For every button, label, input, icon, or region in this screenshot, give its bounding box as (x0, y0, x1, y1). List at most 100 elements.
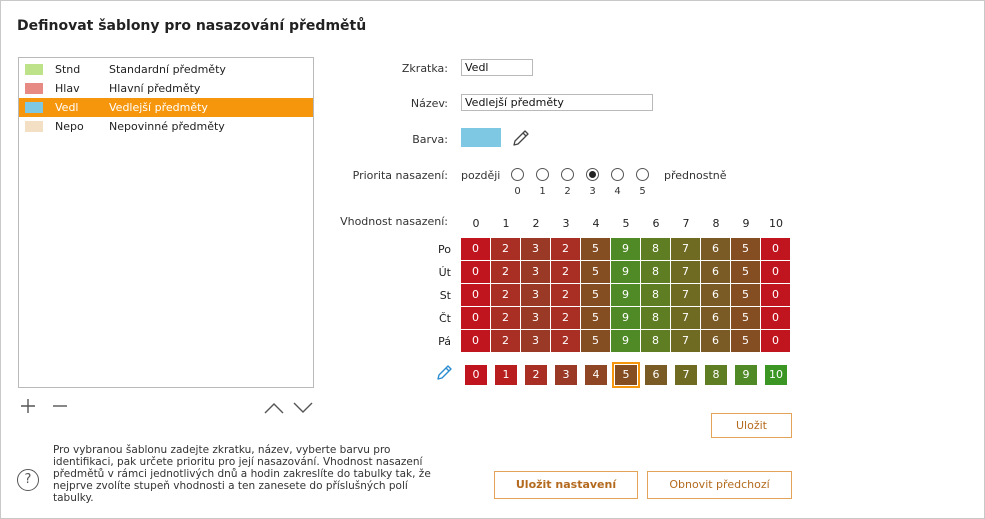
palette-swatch[interactable]: 6 (645, 365, 667, 385)
palette-swatch[interactable]: 3 (555, 365, 577, 385)
grid-cell[interactable]: 2 (551, 330, 581, 353)
grid-cell[interactable]: 8 (641, 307, 671, 330)
grid-cell[interactable]: 2 (551, 261, 581, 284)
hour-header: 7 (682, 217, 690, 230)
template-abbr: Vedl (55, 101, 79, 114)
palette-swatch[interactable]: 9 (735, 365, 757, 385)
grid-cell[interactable]: 0 (461, 330, 491, 353)
priority-option-label: 4 (614, 186, 621, 197)
grid-cell[interactable]: 7 (671, 330, 701, 353)
grid-cell[interactable]: 9 (611, 284, 641, 307)
grid-cell[interactable]: 6 (701, 284, 731, 307)
template-row-hlav[interactable]: Hlav Hlavní předměty (19, 79, 313, 98)
priority-radio-1[interactable] (536, 168, 549, 181)
grid-cell[interactable]: 2 (491, 238, 521, 261)
restore-previous-button[interactable]: Obnovit předchozí (647, 471, 792, 499)
palette-swatch[interactable]: 7 (675, 365, 697, 385)
template-color-swatch (25, 121, 43, 132)
grid-cell[interactable]: 8 (641, 330, 671, 353)
grid-cell[interactable]: 3 (521, 284, 551, 307)
palette-swatch[interactable]: 1 (495, 365, 517, 385)
grid-cell[interactable]: 9 (611, 238, 641, 261)
hour-header: 4 (592, 217, 600, 230)
save-settings-button[interactable]: Uložit nastavení (494, 471, 638, 499)
priority-radio-5[interactable] (636, 168, 649, 181)
grid-cell[interactable]: 6 (701, 307, 731, 330)
grid-cell[interactable]: 2 (491, 330, 521, 353)
grid-cell[interactable]: 5 (581, 330, 611, 353)
save-button[interactable]: Uložit (711, 413, 792, 438)
eyedropper-icon[interactable] (511, 128, 531, 152)
pencil-icon[interactable] (435, 364, 453, 386)
priority-radio-2[interactable] (561, 168, 574, 181)
plus-icon[interactable] (20, 397, 36, 417)
grid-cell[interactable]: 0 (761, 238, 791, 261)
grid-cell[interactable]: 5 (581, 238, 611, 261)
grid-cell[interactable]: 2 (551, 284, 581, 307)
grid-cell[interactable]: 5 (581, 307, 611, 330)
palette-swatch[interactable]: 10 (765, 365, 787, 385)
grid-cell[interactable]: 0 (761, 284, 791, 307)
palette-swatch[interactable]: 8 (705, 365, 727, 385)
palette-swatch[interactable]: 4 (585, 365, 607, 385)
grid-cell[interactable]: 5 (731, 330, 761, 353)
grid-cell[interactable]: 9 (611, 330, 641, 353)
grid-cell[interactable]: 8 (641, 261, 671, 284)
template-color-swatch (25, 102, 43, 113)
grid-cell[interactable]: 2 (491, 261, 521, 284)
priority-radio-3[interactable] (586, 168, 599, 181)
template-list[interactable]: Stnd Standardní předměty Hlav Hlavní pře… (18, 57, 314, 388)
grid-cell[interactable]: 2 (551, 307, 581, 330)
chevron-up-icon[interactable] (264, 398, 284, 418)
grid-cell[interactable]: 8 (641, 284, 671, 307)
grid-cell[interactable]: 5 (731, 238, 761, 261)
grid-cell[interactable]: 6 (701, 261, 731, 284)
name-input[interactable] (461, 94, 653, 111)
grid-cell[interactable]: 7 (671, 261, 701, 284)
grid-cell[interactable]: 3 (521, 330, 551, 353)
chevron-down-icon[interactable] (293, 398, 313, 418)
grid-cell[interactable]: 0 (461, 284, 491, 307)
grid-cell[interactable]: 7 (671, 307, 701, 330)
grid-cell[interactable]: 6 (701, 238, 731, 261)
palette-swatch[interactable]: 2 (525, 365, 547, 385)
grid-cell[interactable]: 5 (581, 284, 611, 307)
grid-cell[interactable]: 7 (671, 238, 701, 261)
grid-cell[interactable]: 6 (701, 330, 731, 353)
template-name: Standardní předměty (109, 63, 226, 76)
priority-radio-4[interactable] (611, 168, 624, 181)
grid-cell[interactable]: 7 (671, 284, 701, 307)
priority-radio-0[interactable] (511, 168, 524, 181)
grid-cell[interactable]: 3 (521, 238, 551, 261)
grid-cell[interactable]: 3 (521, 307, 551, 330)
palette-swatch[interactable]: 0 (465, 365, 487, 385)
grid-cell[interactable]: 3 (521, 261, 551, 284)
abbr-input[interactable] (461, 59, 533, 76)
grid-cell[interactable]: 2 (491, 307, 521, 330)
grid-cell[interactable]: 2 (551, 238, 581, 261)
priority-label: Priorita nasazení: (352, 169, 448, 182)
grid-cell[interactable]: 8 (641, 238, 671, 261)
grid-cell[interactable]: 0 (761, 330, 791, 353)
template-row-nepo[interactable]: Nepo Nepovinné předměty (19, 117, 313, 136)
palette-swatch[interactable]: 5 (612, 362, 640, 388)
priority-option-label: 1 (539, 186, 546, 197)
grid-cell[interactable]: 0 (461, 307, 491, 330)
template-row-vedl[interactable]: Vedl Vedlejší předměty (19, 98, 313, 117)
grid-cell[interactable]: 5 (731, 284, 761, 307)
color-swatch-button[interactable] (461, 128, 501, 147)
grid-cell[interactable]: 0 (761, 261, 791, 284)
grid-cell[interactable]: 5 (731, 307, 761, 330)
grid-cell[interactable]: 0 (461, 261, 491, 284)
grid-cell[interactable]: 2 (491, 284, 521, 307)
grid-cell[interactable]: 9 (611, 307, 641, 330)
question-icon[interactable]: ? (17, 469, 39, 491)
minus-icon[interactable] (52, 397, 68, 417)
grid-cell[interactable]: 0 (761, 307, 791, 330)
grid-cell[interactable]: 5 (731, 261, 761, 284)
grid-cell[interactable]: 5 (581, 261, 611, 284)
template-row-stnd[interactable]: Stnd Standardní předměty (19, 60, 313, 79)
grid-cell[interactable]: 9 (611, 261, 641, 284)
grid-cell[interactable]: 0 (461, 238, 491, 261)
